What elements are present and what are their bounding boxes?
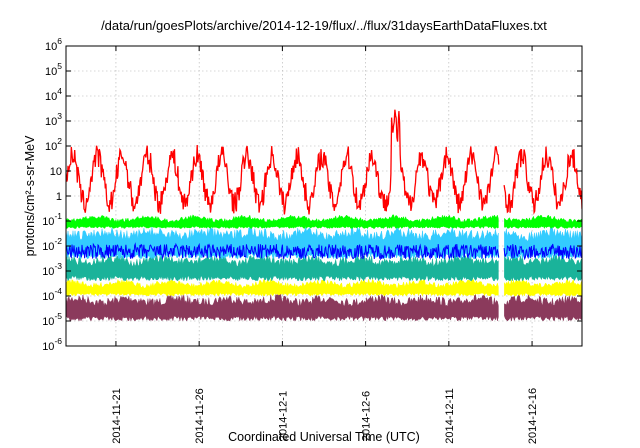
x-tick-label: 2014-12-16 [527, 388, 539, 444]
y-tick-label: 10-4 [42, 286, 62, 303]
y-tick-label: 10-6 [42, 336, 62, 353]
x-axis-label: Coordinated Universal Time (UTC) [228, 430, 420, 444]
series-line [66, 109, 500, 215]
y-tick-label: 10 [50, 166, 62, 178]
x-tick-label: 2014-12-11 [444, 388, 456, 443]
y-tick-label: 105 [45, 61, 62, 78]
x-tick-label: 2014-12-1 [277, 391, 289, 441]
y-tick-label: 10-5 [42, 311, 62, 328]
y-tick-label: 103 [45, 111, 62, 128]
series-layer [66, 109, 582, 322]
series-band [66, 214, 499, 230]
y-tick-label: 106 [45, 36, 62, 53]
series-band [504, 278, 582, 297]
series-band [504, 253, 582, 282]
y-axis-label: protons/cm²-s-sr-MeV [23, 135, 37, 257]
y-tick-label: 1 [56, 191, 62, 203]
series-band [66, 293, 499, 322]
series-band [66, 278, 499, 297]
y-tick-label: 10-1 [42, 211, 62, 228]
series-band [504, 293, 582, 322]
x-tick-label: 2014-11-26 [194, 388, 206, 443]
series-line [503, 146, 582, 215]
series-line [503, 243, 582, 261]
series-line [66, 242, 500, 261]
ticks: 10-6 10-5 10-4 10-3 10-2 10-1 1 10 102 103 104 105 1… [42, 36, 582, 444]
chart-title: /data/run/goesPlots/archive/2014-12-19/f… [101, 18, 547, 33]
x-tick-label: 2014-11-21 [111, 388, 123, 443]
y-tick-label: 104 [45, 86, 62, 103]
series-band [504, 214, 582, 229]
x-tick-label: 2014-12-6 [361, 391, 373, 441]
y-tick-label: 10-3 [42, 261, 62, 278]
y-tick-label: 10-2 [42, 236, 62, 253]
y-tick-label: 102 [45, 136, 62, 153]
